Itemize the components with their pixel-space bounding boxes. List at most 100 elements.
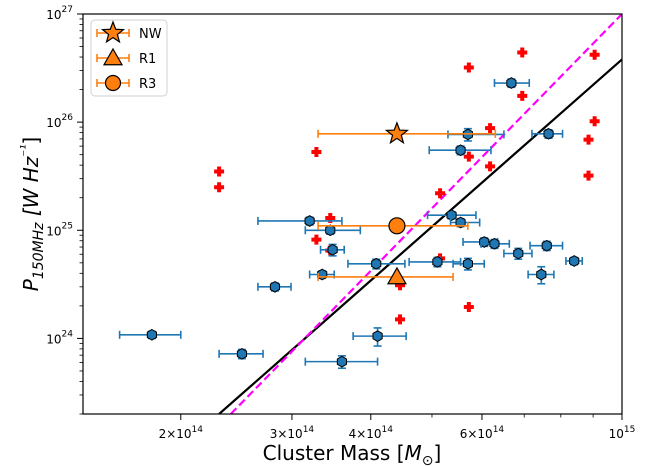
x-tick-label-exponent: 14 (382, 425, 394, 435)
data-point (428, 144, 492, 157)
data-point (118, 328, 182, 341)
y-tick-label-exponent: 25 (62, 221, 73, 231)
plus-marker (214, 182, 225, 193)
marker-nw (384, 121, 410, 145)
x-axis-title-close: ] (434, 441, 442, 465)
hexagon-marker (317, 268, 328, 281)
hexagon-marker (446, 209, 457, 222)
hexagon-marker (541, 239, 552, 252)
hexagon-marker (536, 268, 547, 281)
legend-label: R3 (139, 77, 156, 92)
y-tick-label-base: 10 (46, 224, 61, 238)
x-tick-label: 1015 (609, 425, 636, 441)
x-tick-label: 4×1014 (349, 425, 394, 441)
hexagon-marker (432, 256, 443, 268)
fit-line-solid (218, 58, 622, 414)
hexagon-marker (146, 328, 157, 341)
plus-marker-stroke (517, 47, 528, 58)
legend-label: R1 (139, 52, 156, 67)
plus-marker-stroke (311, 234, 322, 245)
plus-marker (214, 166, 225, 177)
plus-marker (583, 134, 594, 145)
hexagon-marker (543, 127, 554, 140)
plot-background (83, 14, 622, 414)
legend-label: NW (139, 27, 162, 42)
legend-triangle-marker (102, 47, 124, 66)
data-point (257, 215, 343, 227)
data-point (304, 355, 379, 370)
plus-marker (435, 188, 446, 199)
plus-marker (463, 62, 474, 73)
hexagon-marker (479, 236, 490, 248)
x-tick-label-exponent: 14 (303, 425, 315, 435)
y-tick-label-base: 10 (46, 332, 61, 346)
plus-marker-stroke (463, 62, 474, 73)
legend-item-r3: R3 (96, 74, 156, 92)
x-tick-label: 2×1014 (159, 425, 204, 441)
plus-marker (463, 151, 474, 162)
x-tick-label-base: 6×10 (460, 427, 493, 441)
plus-marker (395, 314, 406, 325)
data-point (529, 239, 564, 252)
plot-frame (82, 13, 623, 415)
data-point (319, 243, 345, 257)
x-tick-label: 6×1014 (460, 425, 505, 441)
x-axis-title: Cluster Mass [M⊙] (263, 441, 442, 466)
data-point (408, 256, 462, 268)
x-axis-title-unit: M (405, 441, 422, 465)
y-axis-title-superscript: ⁻¹ (19, 145, 34, 157)
hexagon-marker (513, 247, 524, 260)
hexagon-marker (506, 77, 517, 89)
plus-marker (485, 161, 496, 172)
y-tick-label-exponent: 24 (62, 329, 74, 339)
x-tick-label-base: 2×10 (159, 427, 192, 441)
y-axis-title-close: ] (19, 137, 43, 145)
data-point (218, 347, 264, 360)
hexagon-marker (455, 144, 466, 157)
x-tick-label-base: 4×10 (349, 427, 382, 441)
hexagon-marker (489, 237, 500, 250)
series-r3 (317, 217, 469, 235)
hexagon-marker (462, 257, 473, 270)
data-point (480, 237, 511, 250)
plus-marker-stroke (589, 49, 600, 60)
hexagon-marker (327, 243, 338, 256)
plus-marker (311, 234, 322, 245)
data-point (493, 77, 531, 89)
y-tick-label: 1025 (46, 221, 73, 238)
plus-marker-stroke (583, 134, 594, 145)
y-tick-label-exponent: 27 (62, 5, 73, 15)
hexagon-marker (269, 280, 281, 293)
x-tick-label-base: 10 (609, 427, 624, 441)
plus-marker-stroke (589, 116, 600, 127)
hexagon-marker (336, 355, 348, 368)
series-nw (317, 121, 497, 145)
x-tick-label-exponent: 14 (493, 425, 505, 435)
plus-marker-stroke (214, 166, 225, 177)
fit-line-dashed (229, 14, 622, 414)
plus-marker-stroke (463, 302, 474, 313)
data-point (531, 127, 564, 140)
plot-area (118, 14, 622, 414)
y-axis-title-symbol: P (19, 278, 43, 291)
plus-marker-stroke (395, 314, 406, 325)
data-point (347, 257, 406, 270)
plus-marker (589, 49, 600, 60)
data-point (304, 224, 362, 237)
plus-marker (517, 47, 528, 58)
legend-item-nw: NW (96, 20, 162, 44)
y-tick-label-exponent: 26 (62, 113, 74, 123)
x-axis-title-subscript: ⊙ (422, 453, 434, 466)
y-tick-label: 1027 (46, 5, 73, 22)
x-axis-title-text: Cluster Mass [ (263, 441, 405, 465)
y-tick-label: 1024 (46, 329, 73, 346)
plus-marker-stroke (517, 90, 528, 101)
data-point (503, 247, 533, 261)
hexagon-marker (325, 224, 336, 237)
x-tick-label-base: 3×10 (270, 427, 303, 441)
y-tick-label: 1026 (46, 113, 73, 130)
plus-marker (311, 146, 322, 157)
x-tick-label: 3×1014 (270, 425, 315, 441)
legend-star-marker (100, 20, 126, 44)
